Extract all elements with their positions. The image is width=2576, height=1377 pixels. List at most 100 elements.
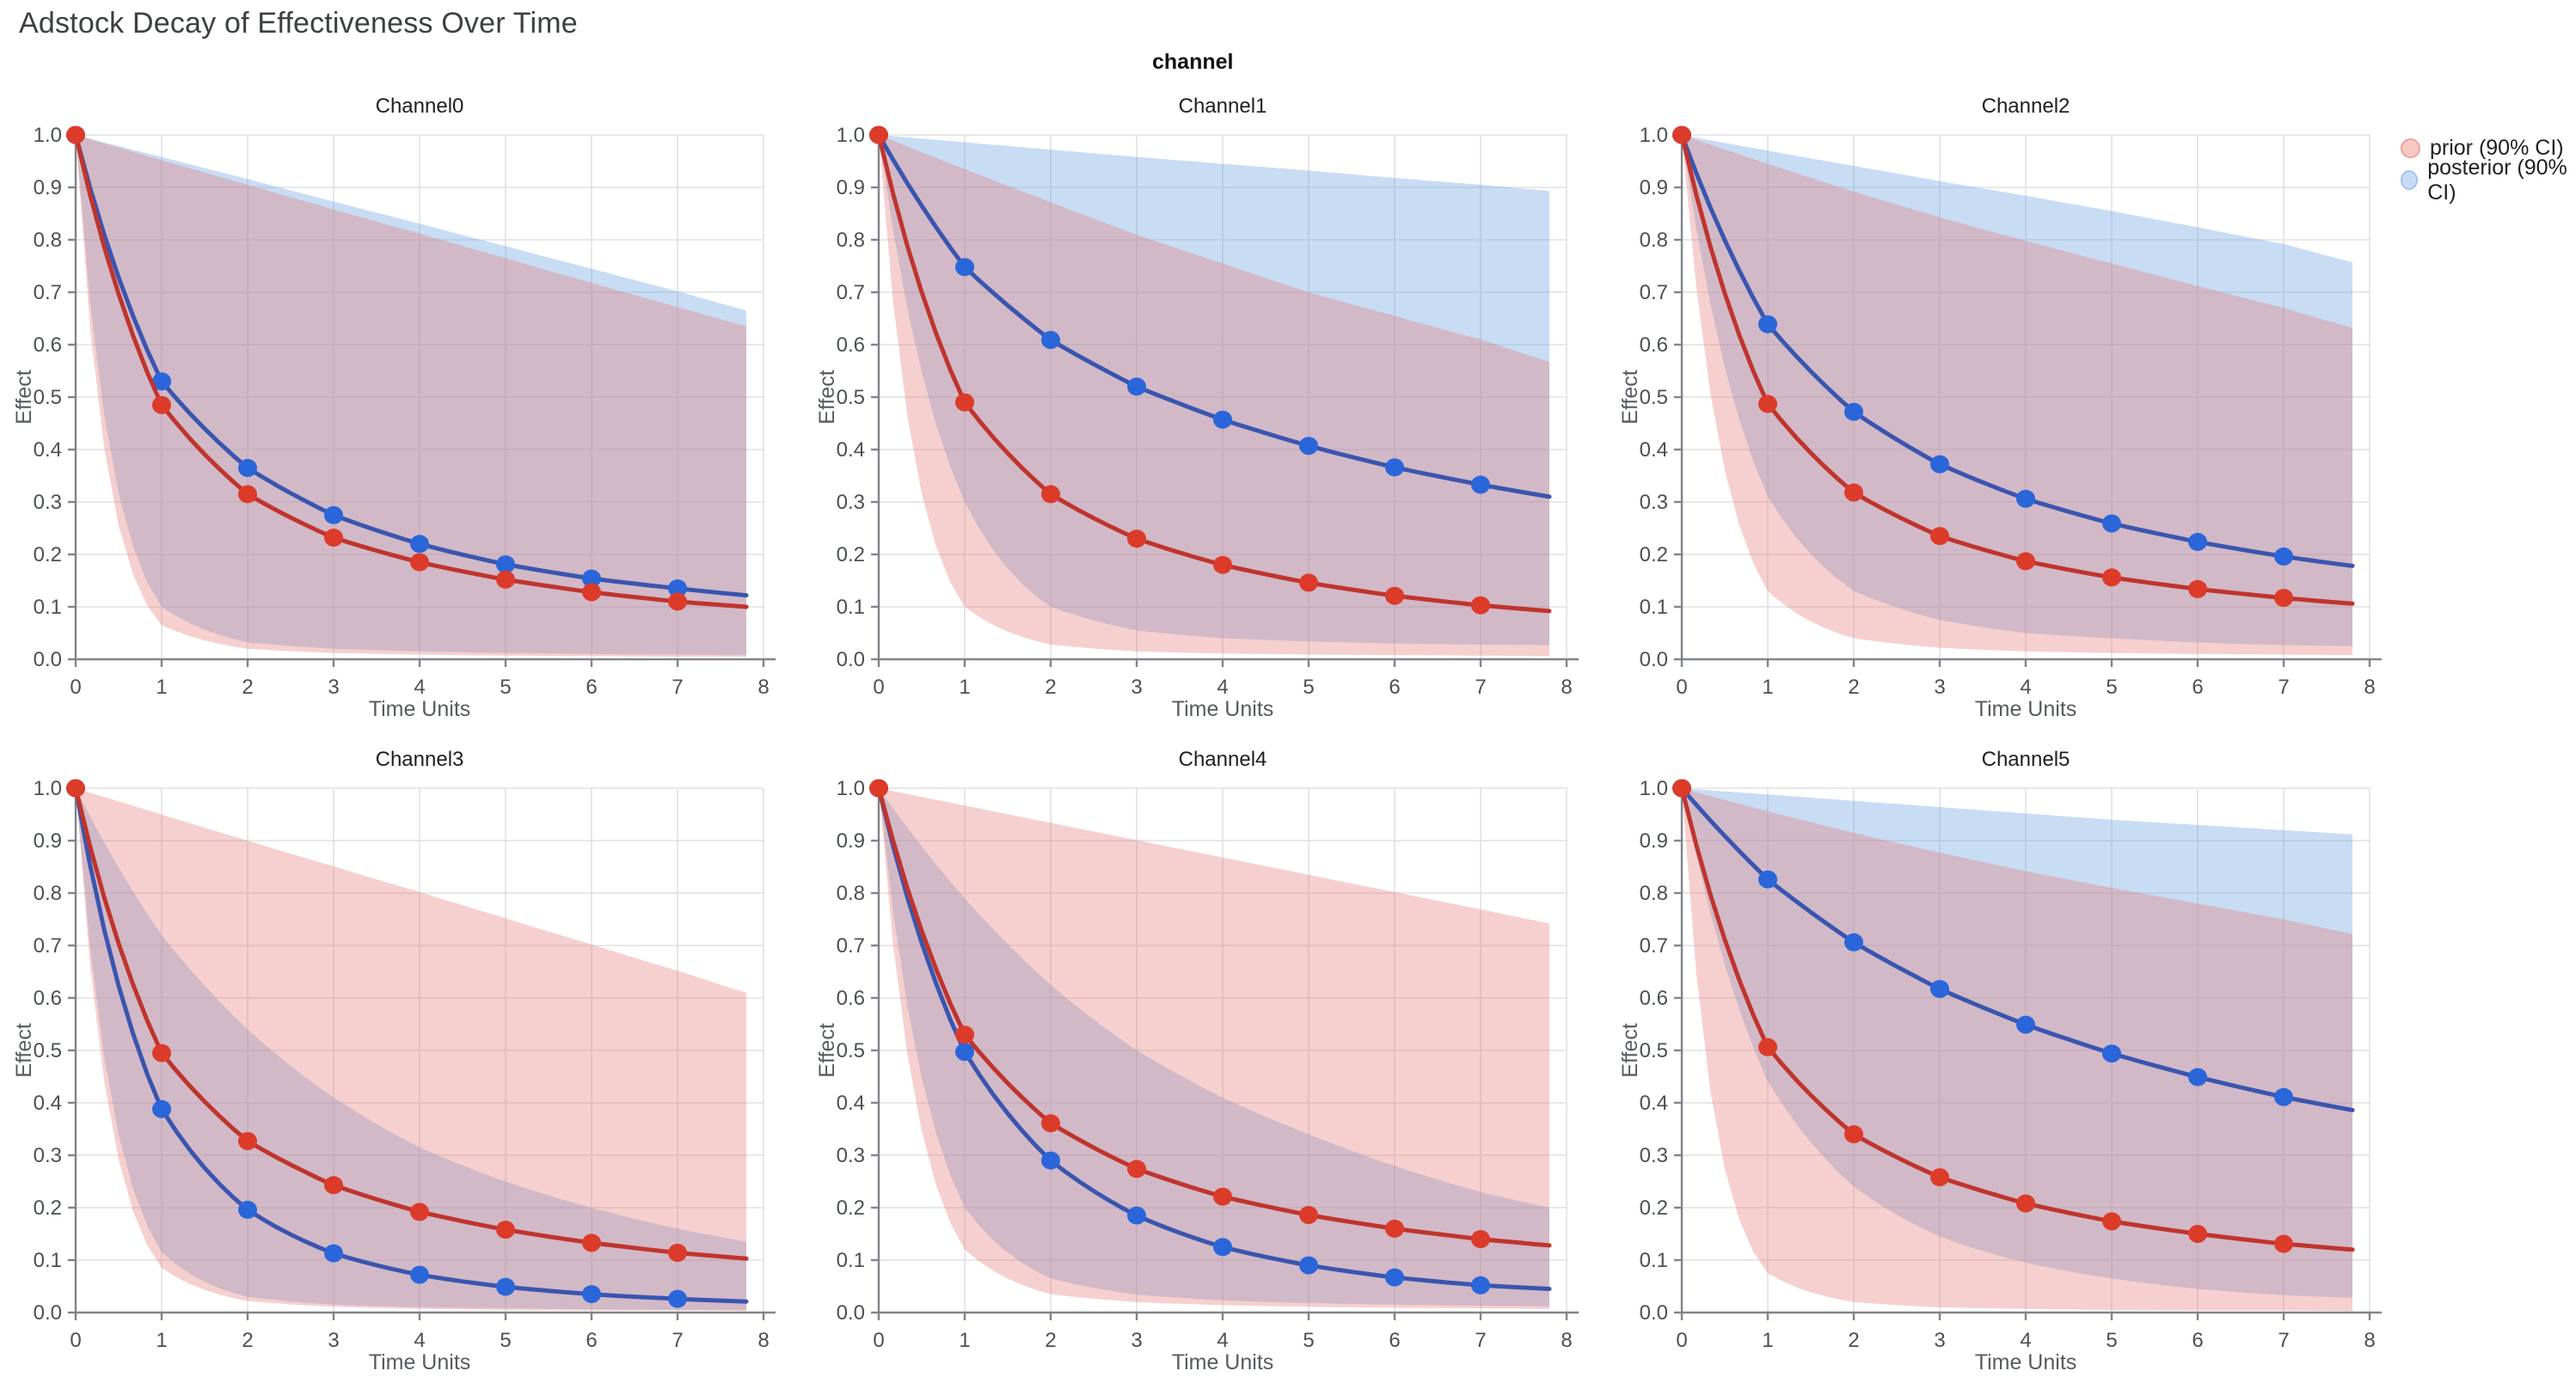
svg-text:0: 0: [70, 676, 81, 699]
svg-text:4: 4: [2020, 1329, 2031, 1352]
subplot-grid: Channel0 0.0 0.1 0.2 0.3 0.4 0.5 0.6 0.7 0.8 0.9 1.…: [14, 82, 2423, 1377]
svg-text:2: 2: [1848, 676, 1859, 699]
svg-text:0.0: 0.0: [837, 1301, 865, 1325]
svg-text:0.3: 0.3: [1640, 1144, 1668, 1167]
prior-markers: [869, 779, 1490, 1249]
prior-markers: [1672, 779, 2293, 1253]
svg-text:0.7: 0.7: [1640, 281, 1668, 304]
svg-text:0.5: 0.5: [34, 386, 62, 409]
x-tick-labels: 0 1 2 3 4 5 6 7 8: [70, 1329, 769, 1352]
x-tick-labels: 0 1 2 3 4 5 6 7 8: [1676, 1329, 2375, 1352]
gridlines: [76, 134, 764, 659]
posterior-mean-line: [73, 786, 749, 1304]
svg-text:1.0: 1.0: [1640, 777, 1668, 800]
svg-text:4: 4: [1217, 1329, 1228, 1352]
svg-text:0.6: 0.6: [837, 987, 865, 1010]
subplot-title: Channel0: [376, 95, 464, 118]
svg-text:0.7: 0.7: [34, 281, 62, 304]
svg-text:3: 3: [328, 676, 339, 699]
subplot-channel0: Channel0 0.0 0.1 0.2 0.3 0.4 0.5 0.6 0.7 0.8 0.9 1.…: [14, 82, 817, 728]
svg-text:0.1: 0.1: [1640, 1249, 1668, 1272]
svg-text:0.0: 0.0: [837, 648, 865, 671]
svg-text:8: 8: [2364, 676, 2375, 699]
svg-text:7: 7: [2278, 676, 2289, 699]
svg-text:8: 8: [757, 676, 769, 699]
svg-text:3: 3: [1131, 1329, 1142, 1352]
svg-text:5: 5: [2106, 676, 2117, 699]
svg-text:0.9: 0.9: [1640, 829, 1668, 853]
svg-text:0.2: 0.2: [34, 543, 62, 566]
prior-ci-band: [1682, 788, 2352, 1312]
svg-text:0.2: 0.2: [1640, 1196, 1668, 1220]
subplot-title: Channel4: [1179, 748, 1267, 771]
svg-text:2: 2: [1045, 1329, 1056, 1352]
prior-markers: [1672, 125, 2293, 608]
prior-ci-band: [76, 788, 746, 1312]
subplot-title: Channel3: [376, 748, 464, 771]
svg-text:0.7: 0.7: [837, 934, 865, 958]
axes: [1674, 126, 2382, 667]
svg-text:0: 0: [873, 676, 884, 699]
svg-text:2: 2: [1045, 676, 1056, 699]
gridlines: [1682, 787, 2371, 1313]
x-axis-title: Time Units: [369, 1350, 471, 1374]
svg-text:5: 5: [500, 1329, 511, 1352]
svg-text:0.2: 0.2: [837, 1196, 865, 1220]
x-tick-labels: 0 1 2 3 4 5 6 7 8: [873, 676, 1572, 699]
svg-text:0.6: 0.6: [1640, 334, 1668, 357]
svg-text:0.2: 0.2: [1640, 543, 1668, 566]
subplot-channel5: Channel5 0.0 0.1 0.2 0.3 0.4 0.5 0.6 0.7 0.8 0.9 1.…: [1620, 735, 2423, 1377]
svg-text:7: 7: [1475, 676, 1486, 699]
gridlines: [879, 134, 1567, 659]
svg-text:0.2: 0.2: [34, 1196, 62, 1220]
svg-text:0.9: 0.9: [34, 176, 62, 199]
svg-text:4: 4: [1217, 676, 1228, 699]
svg-text:6: 6: [586, 676, 597, 699]
svg-text:1.0: 1.0: [1640, 124, 1668, 147]
svg-text:0: 0: [1676, 1329, 1687, 1352]
prior-mean-line: [73, 786, 749, 1261]
svg-text:5: 5: [1303, 676, 1314, 699]
svg-text:0.5: 0.5: [837, 1039, 865, 1062]
svg-text:0: 0: [873, 1329, 884, 1352]
svg-text:0.3: 0.3: [34, 491, 62, 514]
prior-mean-line: [876, 132, 1552, 614]
x-axis-title: Time Units: [1172, 1350, 1274, 1374]
prior-mean-line: [73, 132, 749, 609]
svg-text:0.5: 0.5: [1640, 1039, 1668, 1062]
svg-text:7: 7: [672, 1329, 683, 1352]
svg-text:0.1: 0.1: [1640, 596, 1668, 619]
svg-text:0.8: 0.8: [34, 229, 62, 252]
svg-text:1: 1: [1762, 1329, 1773, 1352]
svg-text:0.3: 0.3: [34, 1144, 62, 1167]
y-tick-labels: 0.0 0.1 0.2 0.3 0.4 0.5 0.6 0.7 0.8 0.9 1.0: [34, 777, 62, 1325]
y-tick-labels: 0.0 0.1 0.2 0.3 0.4 0.5 0.6 0.7 0.8 0.9 1.0: [837, 124, 865, 671]
svg-text:6: 6: [2192, 676, 2203, 699]
svg-text:1: 1: [156, 1329, 167, 1352]
x-axis-title: Time Units: [369, 697, 471, 721]
svg-text:0.0: 0.0: [1640, 648, 1668, 671]
y-tick-labels: 0.0 0.1 0.2 0.3 0.4 0.5 0.6 0.7 0.8 0.9 1.0: [1640, 777, 1668, 1325]
x-tick-labels: 0 1 2 3 4 5 6 7 8: [1676, 676, 2375, 699]
svg-text:3: 3: [1934, 1329, 1945, 1352]
chart-channel2: Channel2 0.0 0.1 0.2 0.3 0.4 0.5 0.6 0.7 0.8 0.9 1.…: [1620, 95, 2382, 721]
y-tick-labels: 0.0 0.1 0.2 0.3 0.4 0.5 0.6 0.7 0.8 0.9 1.0: [34, 124, 62, 671]
svg-text:0.8: 0.8: [837, 882, 865, 905]
subplot-channel1: Channel1 0.0 0.1 0.2 0.3 0.4 0.5 0.6 0.7 0.8 0.9 1.…: [817, 82, 1620, 728]
svg-text:0.4: 0.4: [1640, 1092, 1668, 1115]
svg-text:0.4: 0.4: [837, 1092, 865, 1115]
svg-text:0.9: 0.9: [837, 829, 865, 853]
prior-swatch-icon: [2401, 138, 2420, 158]
svg-text:0.4: 0.4: [837, 438, 865, 462]
subplot-title: Channel1: [1179, 95, 1267, 118]
x-axis-title: Time Units: [1975, 697, 2077, 721]
svg-text:0.6: 0.6: [1640, 987, 1668, 1010]
posterior-mean-line: [1679, 132, 2355, 568]
posterior-ci-band: [76, 788, 746, 1310]
svg-text:6: 6: [2192, 1329, 2203, 1352]
svg-text:0.5: 0.5: [34, 1039, 62, 1062]
y-axis-title: Effect: [817, 1023, 839, 1078]
svg-text:0.3: 0.3: [837, 491, 865, 514]
gridlines: [879, 787, 1567, 1313]
svg-text:2: 2: [242, 676, 253, 699]
